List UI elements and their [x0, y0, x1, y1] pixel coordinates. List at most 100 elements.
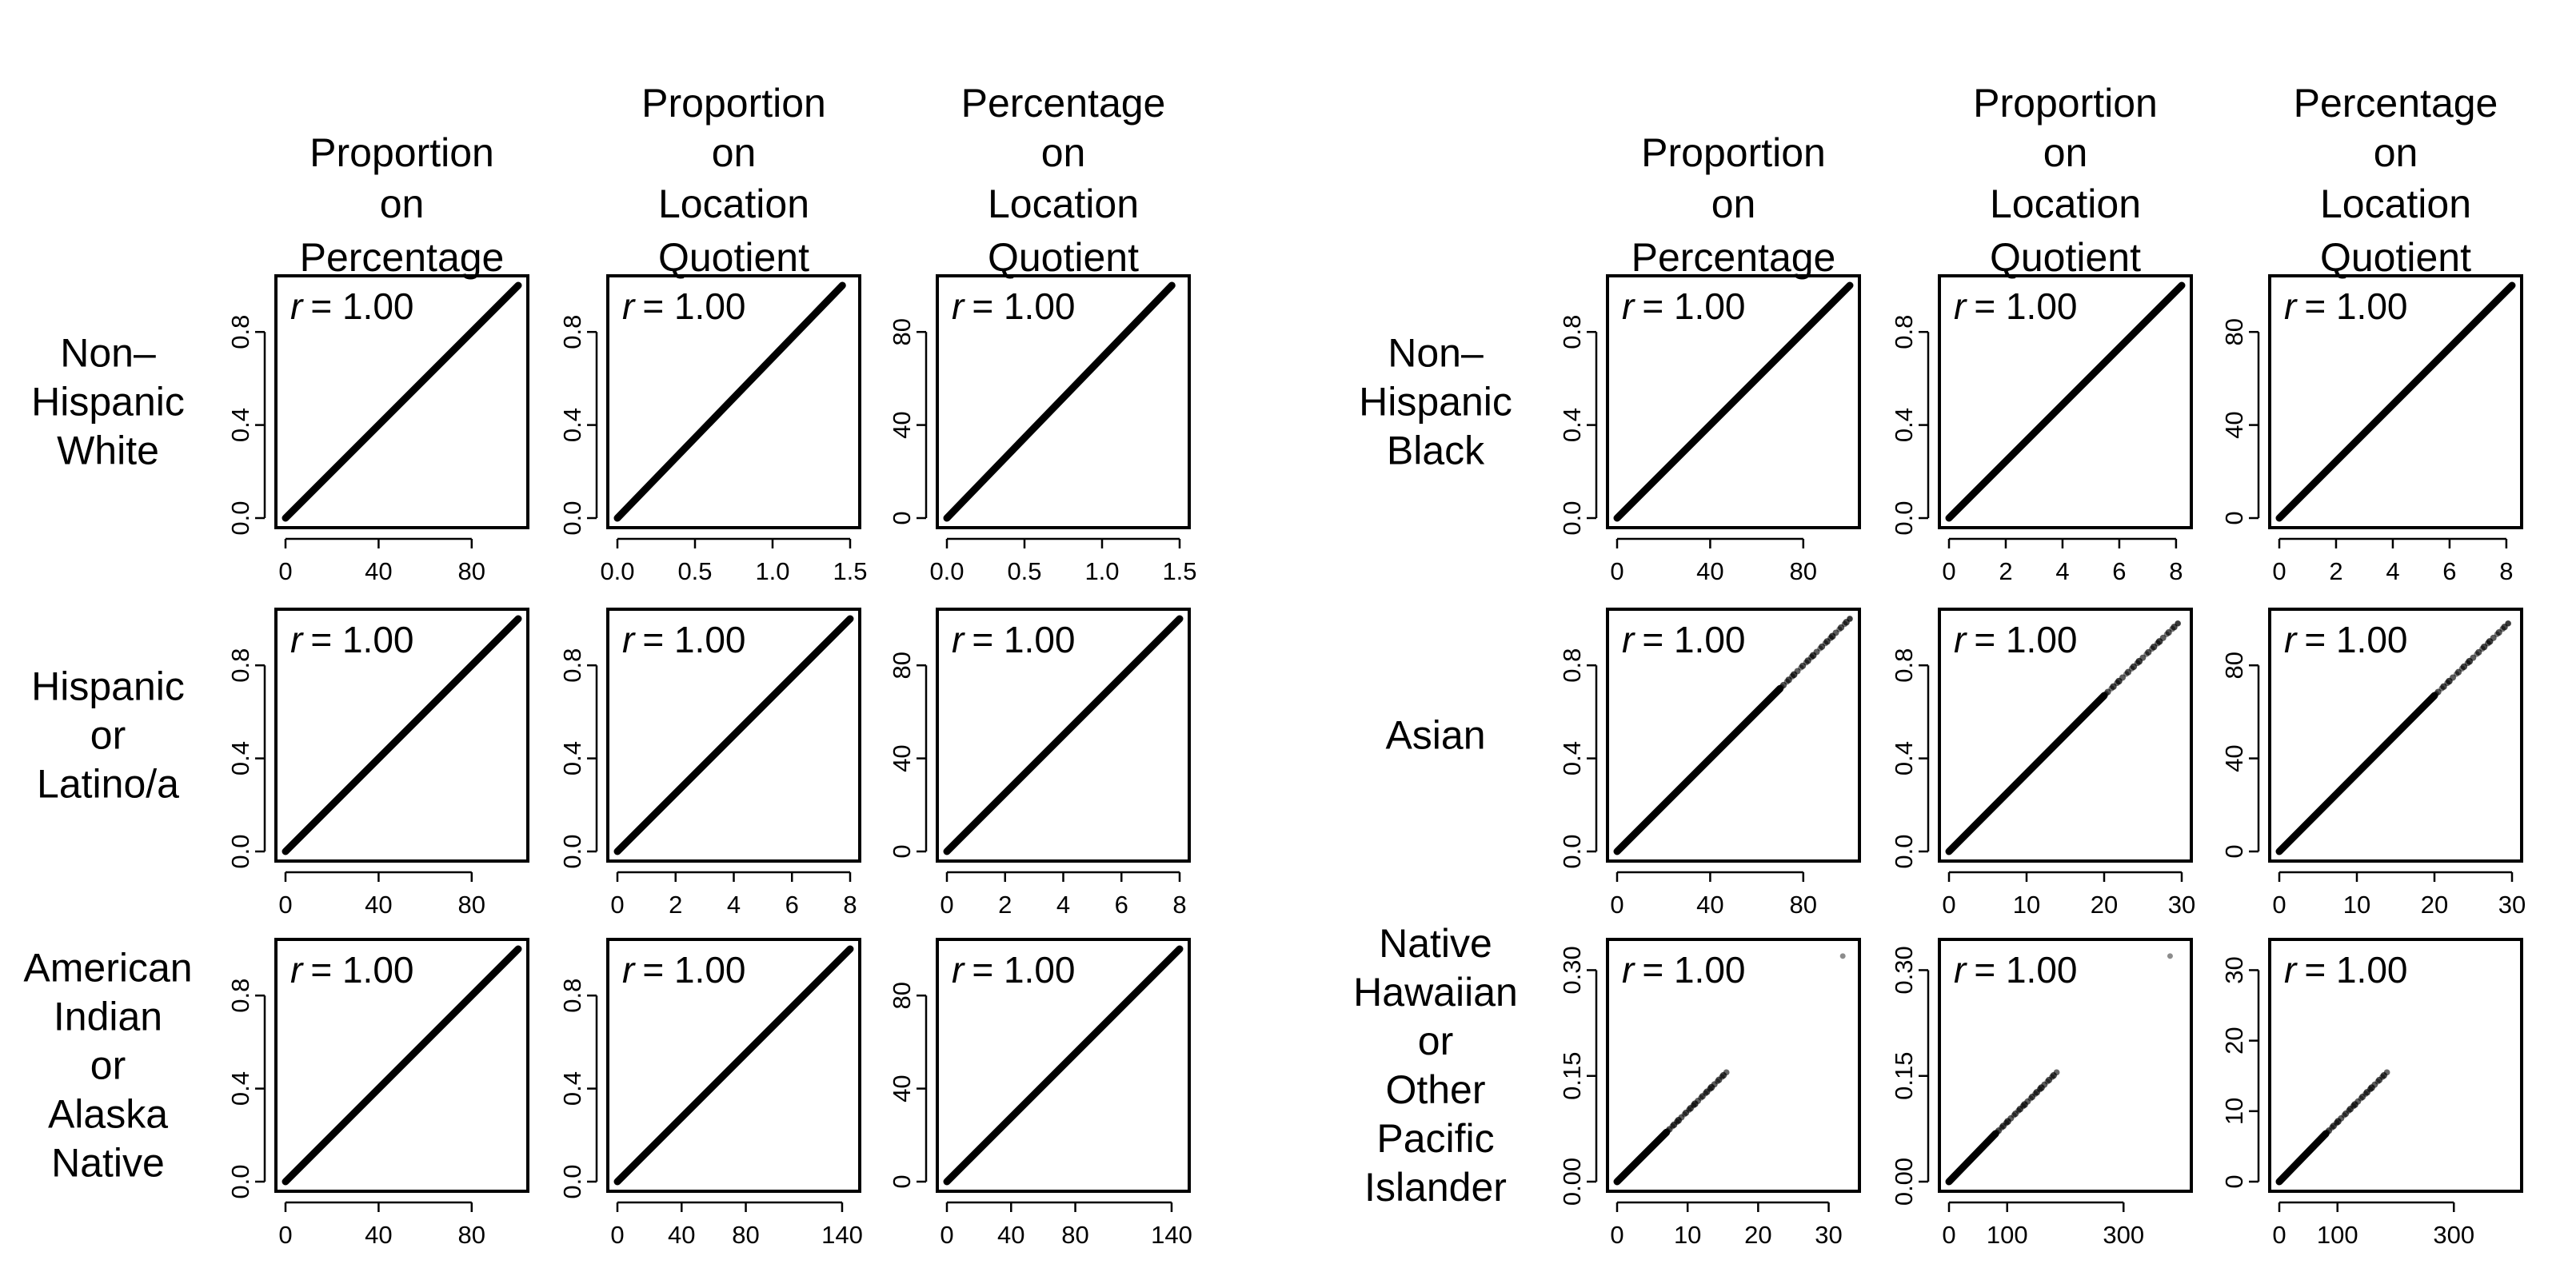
data-point	[756, 1036, 763, 1043]
x-tick-label: 0	[1942, 557, 1955, 585]
y-tick-label: 0.4	[558, 741, 586, 776]
x-tick-label: 300	[2433, 1221, 2474, 1249]
r-value: = 1.00	[972, 949, 1075, 991]
r-symbol: r	[290, 949, 304, 991]
r-symbol: r	[1622, 619, 1635, 660]
x-tick-label: 100	[1987, 1221, 2028, 1249]
x-tick-label: 40	[365, 1221, 392, 1249]
x-tick-label: 0	[2272, 891, 2286, 919]
x-tick-label: 1.5	[833, 557, 867, 585]
correlation-label: r = 1.00	[622, 285, 746, 327]
x-tick-label: 80	[458, 557, 485, 585]
r-symbol: r	[622, 949, 636, 991]
data-point	[1723, 1069, 1730, 1076]
r-value: = 1.00	[1974, 619, 2077, 660]
row-label-line: Non–	[60, 331, 156, 376]
y-tick-label: 0.4	[558, 1071, 586, 1106]
data-points-dense	[1613, 684, 1784, 855]
r-symbol: r	[290, 285, 304, 327]
data-point	[714, 1078, 721, 1085]
y-tick-label: 20	[2220, 1027, 2248, 1054]
y-tick-label: 0.15	[1890, 1052, 1918, 1100]
scatter-panel: 0 40 80 0.0 0.4 0.8 r = 1.00	[226, 938, 529, 1249]
y-tick-label: 0.0	[558, 1164, 586, 1198]
y-tick-label: 0	[888, 511, 916, 524]
column-title-line: Percentage	[1631, 235, 1836, 280]
x-tick-label: 140	[821, 1221, 863, 1249]
data-points-dense	[1613, 1128, 1671, 1186]
x-tick-label: 4	[2055, 557, 2069, 585]
x-tick-label: 8	[2169, 557, 2183, 585]
x-tick-label: 4	[1056, 891, 1070, 919]
x-tick-label: 1.0	[1084, 557, 1119, 585]
data-point	[2490, 634, 2497, 641]
data-point	[435, 1025, 442, 1032]
row-label-line: Alaska	[48, 1092, 168, 1137]
y-tick-label: 0	[2220, 511, 2248, 524]
y-tick-label: 0	[2220, 1174, 2248, 1188]
r-value: = 1.00	[642, 285, 745, 327]
x-tick-label: 10	[1674, 1221, 1701, 1249]
scatter-panel: 0 40 80 0.0 0.4 0.8 r = 1.00	[226, 608, 529, 919]
y-tick-label: 40	[888, 1075, 916, 1102]
y-tick-label: 40	[2220, 411, 2248, 438]
r-value: = 1.00	[2304, 949, 2407, 991]
data-point	[2119, 674, 2127, 681]
x-tick-label: 0	[1610, 557, 1623, 585]
x-tick-label: 6	[785, 891, 799, 919]
r-symbol: r	[1954, 619, 1967, 660]
correlation-label: r = 1.00	[952, 949, 1076, 991]
row-label-line: Hispanic	[1359, 380, 1512, 425]
y-tick-label: 0.8	[1890, 315, 1918, 349]
data-point	[1044, 1078, 1051, 1085]
correlation-label: r = 1.00	[622, 949, 746, 991]
data-point	[424, 1036, 431, 1043]
data-point	[1096, 1025, 1104, 1032]
correlation-label: r = 1.00	[622, 619, 746, 660]
plot-frame	[274, 608, 529, 863]
y-tick-label: 0.4	[558, 408, 586, 442]
data-point	[371, 1089, 378, 1096]
plot-frame	[936, 608, 1191, 863]
r-value: = 1.00	[1974, 285, 2077, 327]
column-title-line: Location	[1990, 181, 2141, 226]
data-point	[1085, 1036, 1092, 1043]
data-point	[809, 983, 817, 991]
data-point	[450, 1010, 457, 1017]
column-title-line: on	[2374, 130, 2418, 175]
data-points-dense	[1613, 281, 1854, 522]
r-symbol: r	[622, 619, 636, 660]
y-tick-label: 0.8	[226, 648, 254, 683]
y-tick-label: 0.30	[1890, 946, 1918, 994]
row-label-line: Black	[1387, 429, 1485, 473]
y-tick-label: 0.4	[226, 741, 254, 776]
x-tick-label: 8	[1172, 891, 1186, 919]
plot-frame	[606, 608, 861, 863]
x-tick-label: 0	[940, 1221, 953, 1249]
column-title-line: Quotient	[1990, 235, 2141, 280]
y-tick-label: 0.8	[558, 315, 586, 349]
row-label-line: or	[90, 1043, 126, 1088]
plot-frame	[274, 938, 529, 1193]
y-tick-label: 0.8	[558, 648, 586, 683]
x-tick-label: 8	[843, 891, 857, 919]
plot-frame	[606, 274, 861, 529]
scatter-panel: 0 10 20 30 0.00 0.15 0.30 r = 1.00	[1558, 938, 1861, 1249]
column-title-line: Proportion	[641, 81, 826, 126]
scatter-panel: 0 40 80 140 0 40 80 r = 1.00	[888, 938, 1192, 1249]
scatter-panel: 0 10 20 30 0 40 80 r = 1.00	[2220, 608, 2526, 919]
correlation-label: r = 1.00	[2284, 285, 2408, 327]
data-point	[492, 968, 499, 975]
x-tick-label: 0	[610, 1221, 624, 1249]
row-label-line: or	[1418, 1019, 1453, 1063]
data-point	[1063, 1059, 1070, 1066]
data-point	[1168, 953, 1176, 960]
y-tick-label: 80	[888, 982, 916, 1009]
data-point	[1157, 964, 1164, 971]
data-point	[454, 1006, 461, 1013]
correlation-label: r = 1.00	[1622, 619, 1746, 660]
r-symbol: r	[1622, 949, 1635, 991]
r-symbol: r	[952, 285, 965, 327]
r-symbol: r	[2284, 285, 2298, 327]
data-points-dense	[943, 615, 1184, 855]
